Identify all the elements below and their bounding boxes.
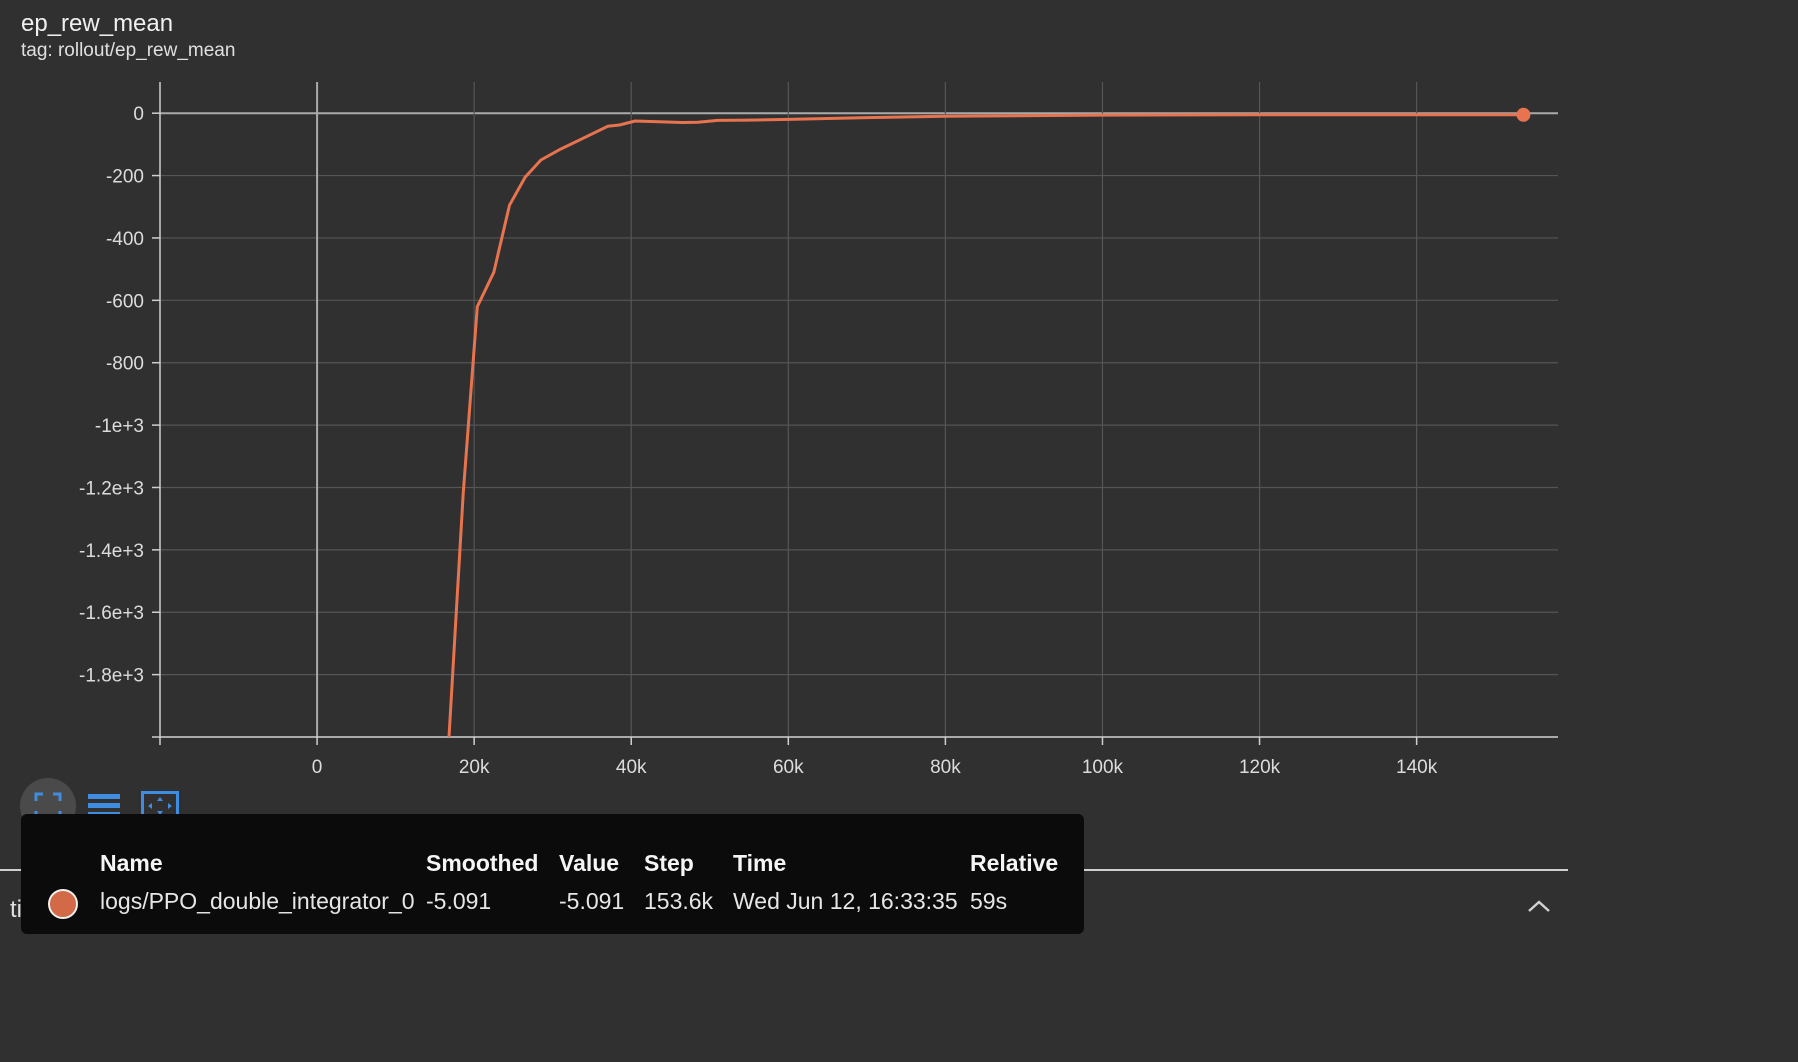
x-tick-label: 120k: [1239, 757, 1281, 778]
header-value: Value: [559, 850, 620, 876]
header-smoothed: Smoothed: [426, 850, 539, 876]
header-name: Name: [100, 850, 163, 876]
series-line[interactable]: [447, 113, 1524, 738]
y-tick-label: -1.4e+3: [79, 541, 144, 562]
grid-layer: [160, 82, 1558, 738]
row-name: logs/PPO_double_integrator_0: [100, 888, 415, 914]
scalar-card: ep_rew_mean tag: rollout/ep_rew_mean 0 -2…: [0, 0, 1568, 934]
row-time: Wed Jun 12, 16:33:35: [733, 888, 958, 914]
axis-layer: 0 -200 -400 -600 -800 -1e+3 -1.2e+3 -1.4e+3 -1.6…: [79, 82, 1558, 778]
header-relative: Relative: [970, 850, 1059, 876]
header-time: Time: [733, 850, 787, 876]
x-tick-label: 40k: [616, 757, 647, 778]
fullscreen-icon: [34, 792, 62, 820]
y-tick-label: -600: [106, 291, 144, 312]
hover-point[interactable]: [1516, 107, 1531, 122]
y-tick-label: -1.6e+3: [79, 603, 144, 624]
x-tick-label: 20k: [459, 757, 490, 778]
x-tick-label: 80k: [930, 757, 961, 778]
row-relative: 59s: [970, 888, 1008, 914]
header-step: Step: [644, 850, 694, 876]
y-tick-label: -1e+3: [95, 416, 144, 437]
y-tick-label: -1.2e+3: [79, 478, 144, 499]
row-value: -5.091: [559, 888, 625, 914]
chevron-up-icon[interactable]: [1526, 898, 1552, 919]
x-tick-label: 100k: [1082, 757, 1124, 778]
card-subtitle: tag: rollout/ep_rew_mean: [21, 40, 236, 61]
x-tick-label: 60k: [773, 757, 804, 778]
x-tick-label: 140k: [1396, 757, 1438, 778]
series-color-swatch: [48, 889, 78, 919]
row-smoothed: -5.091: [426, 888, 492, 914]
y-tick-label: -800: [106, 354, 144, 375]
x-tick-label: 0: [312, 757, 323, 778]
data-tooltip: Name Smoothed Value Step Time Relative l…: [21, 814, 1084, 934]
row-step: 153.6k: [644, 888, 714, 914]
y-tick-label: 0: [133, 104, 144, 125]
y-tick-label: -400: [106, 229, 144, 250]
y-tick-label: -1.8e+3: [79, 666, 144, 687]
series-layer: [447, 107, 1531, 738]
line-chart[interactable]: 0 -200 -400 -600 -800 -1e+3 -1.2e+3 -1.4e+3 -1.6…: [0, 0, 1568, 800]
card-title: ep_rew_mean: [21, 10, 174, 37]
y-tick-label: -200: [106, 167, 144, 188]
